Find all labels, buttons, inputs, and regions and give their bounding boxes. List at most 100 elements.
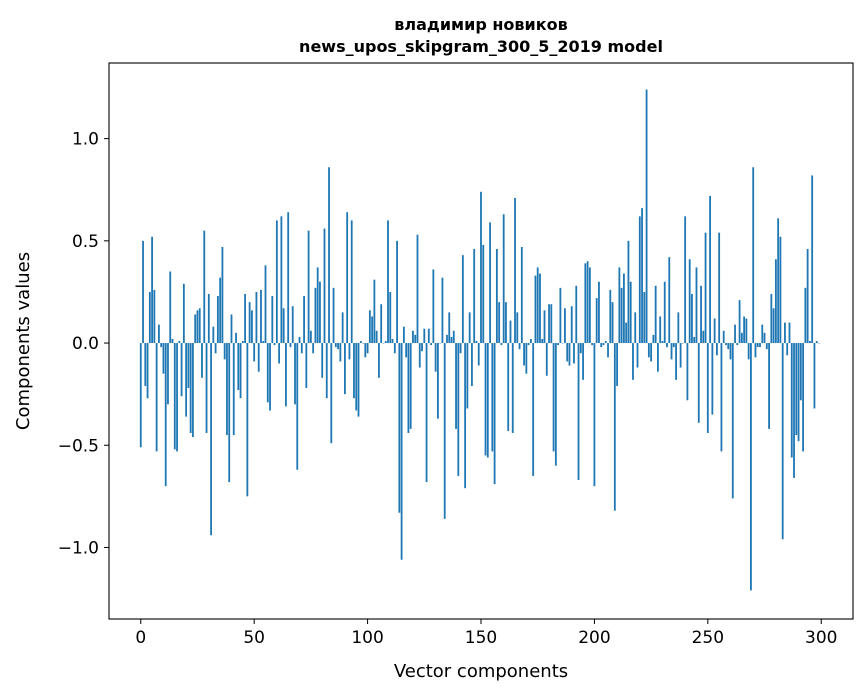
bar-17 bbox=[178, 341, 181, 344]
bar-230 bbox=[661, 341, 664, 344]
bar-229 bbox=[659, 316, 662, 344]
bar-77 bbox=[314, 287, 317, 344]
bar-166 bbox=[516, 312, 519, 344]
bar-231 bbox=[663, 281, 666, 344]
bar-153 bbox=[486, 343, 489, 458]
bar-55 bbox=[264, 265, 267, 344]
bar-204 bbox=[602, 343, 605, 346]
bar-249 bbox=[704, 232, 707, 344]
bar-246 bbox=[697, 343, 700, 423]
bar-250 bbox=[706, 343, 709, 433]
bar-8 bbox=[158, 324, 160, 344]
bar-101 bbox=[368, 310, 371, 344]
bar-67 bbox=[291, 306, 294, 344]
y-tick-label: −0.5 bbox=[58, 436, 99, 456]
bar-90 bbox=[344, 343, 346, 395]
x-tick-label: 0 bbox=[135, 628, 146, 648]
bar-144 bbox=[466, 343, 469, 409]
bar-50 bbox=[253, 343, 256, 362]
bar-29 bbox=[205, 343, 208, 433]
bar-263 bbox=[736, 343, 739, 346]
x-axis: 0 50 100 150 200 250 300 bbox=[135, 619, 837, 648]
bar-11 bbox=[164, 343, 167, 487]
bar-114 bbox=[398, 343, 401, 513]
bar-280 bbox=[774, 259, 777, 344]
chart-title-line-2: news_upos_skipgram_300_5_2019 model bbox=[299, 37, 663, 56]
y-axis-label: Components values bbox=[13, 252, 34, 430]
bar-206 bbox=[607, 343, 609, 358]
bar-292 bbox=[802, 343, 804, 452]
bar-286 bbox=[788, 322, 791, 344]
bar-214 bbox=[625, 322, 628, 344]
bar-145 bbox=[468, 312, 471, 344]
bar-283 bbox=[781, 343, 784, 540]
bar-191 bbox=[573, 343, 575, 364]
y-tick-label: 1.0 bbox=[72, 130, 99, 150]
bar-25 bbox=[196, 310, 199, 344]
bar-238 bbox=[679, 343, 682, 368]
bar-46 bbox=[244, 293, 246, 344]
bar-84 bbox=[330, 343, 333, 444]
bar-5 bbox=[151, 236, 153, 344]
bar-52 bbox=[257, 343, 260, 372]
bar-4 bbox=[148, 291, 151, 344]
bar-133 bbox=[441, 277, 444, 344]
bar-15 bbox=[173, 343, 176, 450]
bar-194 bbox=[579, 343, 582, 354]
bar-110 bbox=[389, 291, 392, 344]
bar-146 bbox=[471, 343, 473, 386]
bar-40 bbox=[230, 314, 233, 344]
bar-79 bbox=[319, 281, 321, 344]
bar-254 bbox=[716, 343, 718, 356]
bar-74 bbox=[307, 230, 310, 344]
bar-136 bbox=[448, 312, 451, 344]
bar-51 bbox=[255, 291, 258, 344]
bar-219 bbox=[636, 343, 639, 368]
bar-45 bbox=[241, 341, 244, 344]
bar-168 bbox=[520, 246, 523, 344]
bar-149 bbox=[477, 343, 480, 366]
bar-121 bbox=[414, 334, 417, 344]
bar-260 bbox=[729, 343, 732, 360]
bar-41 bbox=[232, 343, 235, 436]
bar-32 bbox=[212, 326, 215, 344]
bar-131 bbox=[437, 343, 439, 419]
bar-94 bbox=[353, 343, 355, 399]
bar-193 bbox=[577, 343, 580, 480]
bar-129 bbox=[432, 269, 435, 344]
bar-234 bbox=[670, 343, 673, 360]
bar-24 bbox=[194, 314, 197, 344]
bar-117 bbox=[405, 343, 408, 358]
bar-243 bbox=[691, 293, 693, 344]
bar-182 bbox=[552, 343, 555, 452]
bar-130 bbox=[434, 343, 437, 372]
bar-188 bbox=[566, 343, 569, 362]
bar-63 bbox=[282, 308, 285, 344]
bar-169 bbox=[523, 343, 525, 366]
bar-47 bbox=[246, 343, 249, 497]
bar-195 bbox=[582, 343, 584, 380]
bar-127 bbox=[427, 328, 430, 344]
bar-271 bbox=[754, 343, 757, 358]
bar-34 bbox=[216, 296, 219, 344]
bar-176 bbox=[539, 273, 541, 344]
bar-251 bbox=[709, 195, 711, 344]
bar-0 bbox=[139, 343, 142, 448]
bar-225 bbox=[650, 343, 653, 362]
bar-61 bbox=[278, 343, 281, 364]
bar-31 bbox=[210, 343, 212, 536]
bar-60 bbox=[275, 220, 278, 344]
bar-83 bbox=[328, 167, 330, 344]
bar-177 bbox=[541, 338, 544, 344]
bar-111 bbox=[391, 338, 394, 344]
bar-189 bbox=[568, 343, 571, 366]
bar-255 bbox=[718, 232, 721, 344]
bar-235 bbox=[672, 343, 675, 348]
bar-141 bbox=[459, 343, 462, 354]
bar-270 bbox=[752, 167, 755, 344]
bar-53 bbox=[260, 289, 262, 344]
bar-212 bbox=[620, 287, 623, 344]
bar-272 bbox=[756, 343, 759, 348]
